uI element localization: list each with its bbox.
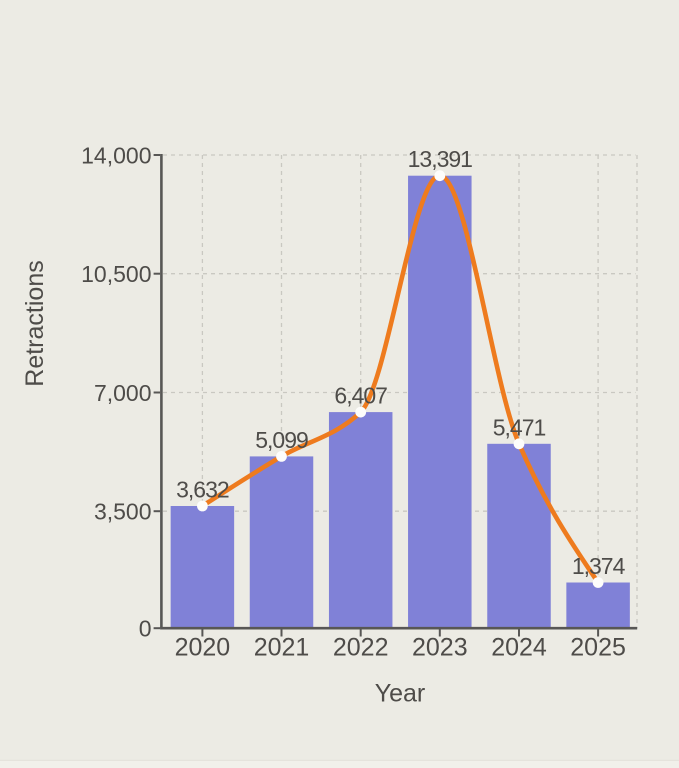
svg-text:13,391: 13,391	[408, 146, 473, 172]
svg-text:2025: 2025	[570, 633, 626, 661]
svg-text:2022: 2022	[333, 633, 389, 661]
svg-text:7,000: 7,000	[94, 380, 152, 406]
svg-text:2021: 2021	[254, 633, 310, 661]
svg-text:2020: 2020	[175, 633, 231, 661]
svg-text:3,500: 3,500	[94, 499, 152, 525]
svg-text:Retractions: Retractions	[21, 260, 49, 386]
svg-text:5,471: 5,471	[493, 414, 546, 440]
svg-text:Year: Year	[375, 680, 426, 708]
svg-text:10,500: 10,500	[81, 261, 151, 287]
svg-text:0: 0	[139, 616, 152, 642]
svg-text:2024: 2024	[491, 633, 547, 661]
svg-text:14,000: 14,000	[81, 142, 151, 168]
svg-text:2023: 2023	[412, 633, 468, 661]
svg-text:3,632: 3,632	[176, 477, 229, 503]
svg-text:1,374: 1,374	[572, 553, 626, 579]
svg-text:5,099: 5,099	[255, 427, 308, 453]
svg-text:6,407: 6,407	[334, 383, 387, 409]
